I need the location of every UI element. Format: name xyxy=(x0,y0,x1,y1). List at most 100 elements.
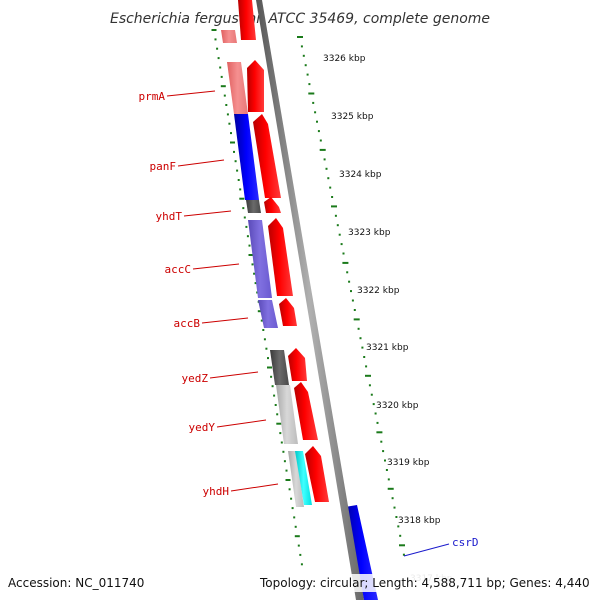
scale-dot xyxy=(234,160,237,163)
scale-dot xyxy=(385,469,388,471)
scale-dot xyxy=(256,291,259,294)
gene-label-prmA: prmA xyxy=(139,90,166,103)
leader-line xyxy=(177,159,225,167)
cog-segment-cyan xyxy=(295,451,312,505)
tick-label: 3322 kbp xyxy=(357,286,400,296)
scale-dot xyxy=(306,73,309,76)
scale-dot xyxy=(312,101,315,104)
scale-dot xyxy=(327,177,330,180)
accession-text: Accession: NC_011740 xyxy=(8,576,144,590)
scale-tick-mark xyxy=(308,92,315,95)
leader-line xyxy=(230,483,279,492)
scale-dot xyxy=(308,83,311,86)
scale-dot xyxy=(384,459,386,462)
scale-dot xyxy=(368,384,371,387)
scale-tick-mark xyxy=(257,310,263,313)
cog-segment-purple-b xyxy=(258,300,278,328)
leader-line xyxy=(183,210,232,217)
genome-summary-text: Topology: circular; Length: 4,588,711 bp… xyxy=(259,576,590,590)
scale-dot xyxy=(300,45,303,48)
scale-tick-mark xyxy=(230,141,235,144)
gene-arrow-yhdT xyxy=(264,197,281,213)
scale-dot xyxy=(253,272,256,275)
leader-line xyxy=(216,419,267,428)
scale-dot xyxy=(274,404,277,406)
scale-dot xyxy=(297,544,300,547)
scale-dot xyxy=(331,196,334,198)
cog-segment-pink xyxy=(227,62,248,114)
scale-dot xyxy=(316,120,318,123)
scale-dot xyxy=(387,478,390,481)
gene-arrow-yedY xyxy=(294,382,318,440)
gene-label-yhdH: yhdH xyxy=(203,485,230,498)
outer-scale-dots xyxy=(297,36,405,556)
scale-dot xyxy=(351,299,354,302)
scale-dot xyxy=(243,216,246,219)
scale-dot xyxy=(279,432,282,435)
scale-dot xyxy=(348,280,351,283)
gene-arrow-accB xyxy=(279,298,297,326)
map-title: Escherichia fergusonii ATCC 35469, compl… xyxy=(110,11,490,27)
tick-label: 3319 kbp xyxy=(387,458,430,468)
leader-line xyxy=(209,371,259,379)
scale-tick-mark xyxy=(211,29,217,31)
scale-dot xyxy=(402,553,405,556)
scale-dot xyxy=(271,385,274,388)
gene-label-csrD: csrD xyxy=(452,536,479,549)
scale-dot xyxy=(391,497,394,500)
tick-label: 3318 kbp xyxy=(398,516,441,526)
gene-arrow-yhdH xyxy=(305,446,329,502)
cog-segment-lightgray-b xyxy=(288,451,304,507)
scale-dot xyxy=(220,75,223,78)
scale-dot xyxy=(267,357,269,360)
scale-dot xyxy=(299,553,302,556)
scale-dot xyxy=(285,469,288,472)
inner-scale-dots xyxy=(211,29,303,566)
scale-dot xyxy=(246,235,249,238)
scale-dot xyxy=(237,179,240,181)
scale-dot xyxy=(399,534,402,537)
gene-label-panF: panF xyxy=(150,160,177,173)
scale-dot xyxy=(282,450,285,453)
scale-tick-mark xyxy=(376,431,383,434)
scale-dot xyxy=(304,64,307,67)
scale-tick-mark xyxy=(239,197,245,200)
tick-label: 3325 kbp xyxy=(331,112,374,122)
scale-dot xyxy=(357,327,360,330)
scale-dot xyxy=(342,252,345,255)
scale-dot xyxy=(242,207,245,210)
scale-tick-mark xyxy=(297,36,303,38)
tick-label: 3323 kbp xyxy=(348,228,391,238)
scale-dot xyxy=(300,563,303,566)
scale-dot xyxy=(393,506,396,509)
scale-dot xyxy=(228,122,231,125)
gene-arrow-yedZ xyxy=(288,348,307,381)
leader-line xyxy=(192,263,240,270)
tick-label: 3324 kbp xyxy=(339,170,382,180)
gene-label-accB: accB xyxy=(174,317,201,330)
scale-dot xyxy=(359,337,362,340)
scale-dot xyxy=(336,224,339,227)
cog-segment-lightgray xyxy=(276,385,298,444)
scale-dot xyxy=(370,393,373,396)
cog-segment-darkgray xyxy=(246,200,261,213)
scale-tick-mark xyxy=(342,261,349,264)
scale-tick-mark xyxy=(248,254,254,256)
scale-tick-mark xyxy=(220,85,226,88)
scale-dot xyxy=(270,375,273,378)
scale-tick-mark xyxy=(365,374,371,377)
genome-backbone xyxy=(256,0,364,600)
scale-dot xyxy=(329,186,332,189)
scale-tick-mark xyxy=(353,318,360,321)
scale-dot xyxy=(248,244,251,247)
scale-dot xyxy=(302,54,305,57)
scale-dot xyxy=(325,167,328,170)
gene-arrow-top xyxy=(238,0,256,40)
scale-dot xyxy=(350,290,352,293)
scale-dot xyxy=(317,130,320,133)
scale-tick-mark xyxy=(399,544,405,547)
cog-segment-darkgray-b xyxy=(270,350,289,385)
scale-dot xyxy=(380,440,383,443)
tick-label: 3326 kbp xyxy=(323,54,366,64)
